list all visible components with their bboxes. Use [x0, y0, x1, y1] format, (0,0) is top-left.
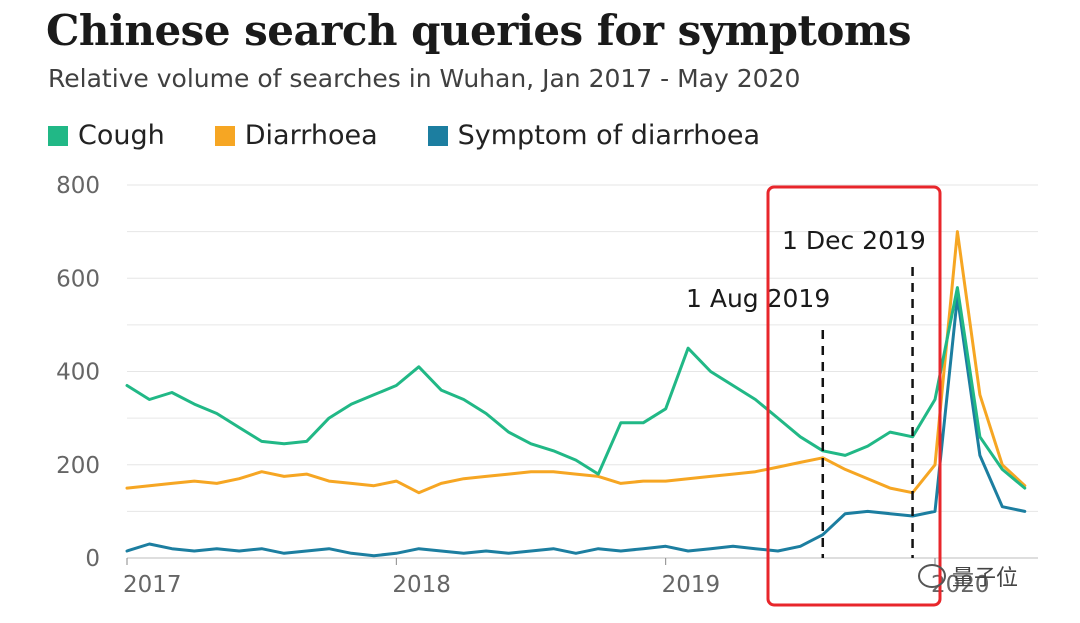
- legend: Cough Diarrhoea Symptom of diarrhoea: [48, 120, 810, 151]
- y-tick-label: 600: [56, 266, 100, 292]
- legend-swatch-diarrhoea: [214, 125, 235, 146]
- legend-swatch-symptom-of-diarrhoea: [427, 125, 448, 146]
- y-tick-label: 0: [85, 546, 100, 572]
- annotation-label: 1 Aug 2019: [686, 284, 830, 313]
- y-tick-label: 800: [56, 173, 100, 199]
- highlight-box: [766, 185, 942, 607]
- y-tick-label: 400: [56, 360, 100, 386]
- annotation-label: 1 Dec 2019: [782, 226, 926, 255]
- x-tick-label: 2019: [662, 572, 721, 598]
- legend-label-cough: Cough: [78, 120, 165, 151]
- watermark: 量子位: [918, 560, 1018, 592]
- legend-item-diarrhoea: Diarrhoea: [214, 120, 378, 151]
- y-tick-label: 200: [56, 453, 100, 479]
- legend-item-cough: Cough: [48, 120, 165, 151]
- series-line-cough: [125, 286, 1027, 490]
- chart-subtitle: Relative volume of searches in Wuhan, Ja…: [48, 64, 801, 93]
- legend-label-diarrhoea: Diarrhoea: [244, 120, 378, 151]
- legend-label-symptom-of-diarrhoea: Symptom of diarrhoea: [457, 120, 761, 151]
- series-line-symptom-of-diarrhoea: [125, 295, 1027, 558]
- watermark-text: 量子位: [952, 566, 1019, 591]
- legend-swatch-cough: [48, 125, 68, 146]
- series-line-diarrhoea: [125, 230, 1027, 495]
- x-tick-label: 2017: [123, 572, 182, 598]
- legend-item-symptom-of-diarrhoea: Symptom of diarrhoea: [427, 120, 761, 151]
- wechat-icon: [918, 564, 946, 588]
- chart-title: Chinese search queries for symptoms: [46, 6, 912, 55]
- x-tick-label: 2018: [392, 572, 451, 598]
